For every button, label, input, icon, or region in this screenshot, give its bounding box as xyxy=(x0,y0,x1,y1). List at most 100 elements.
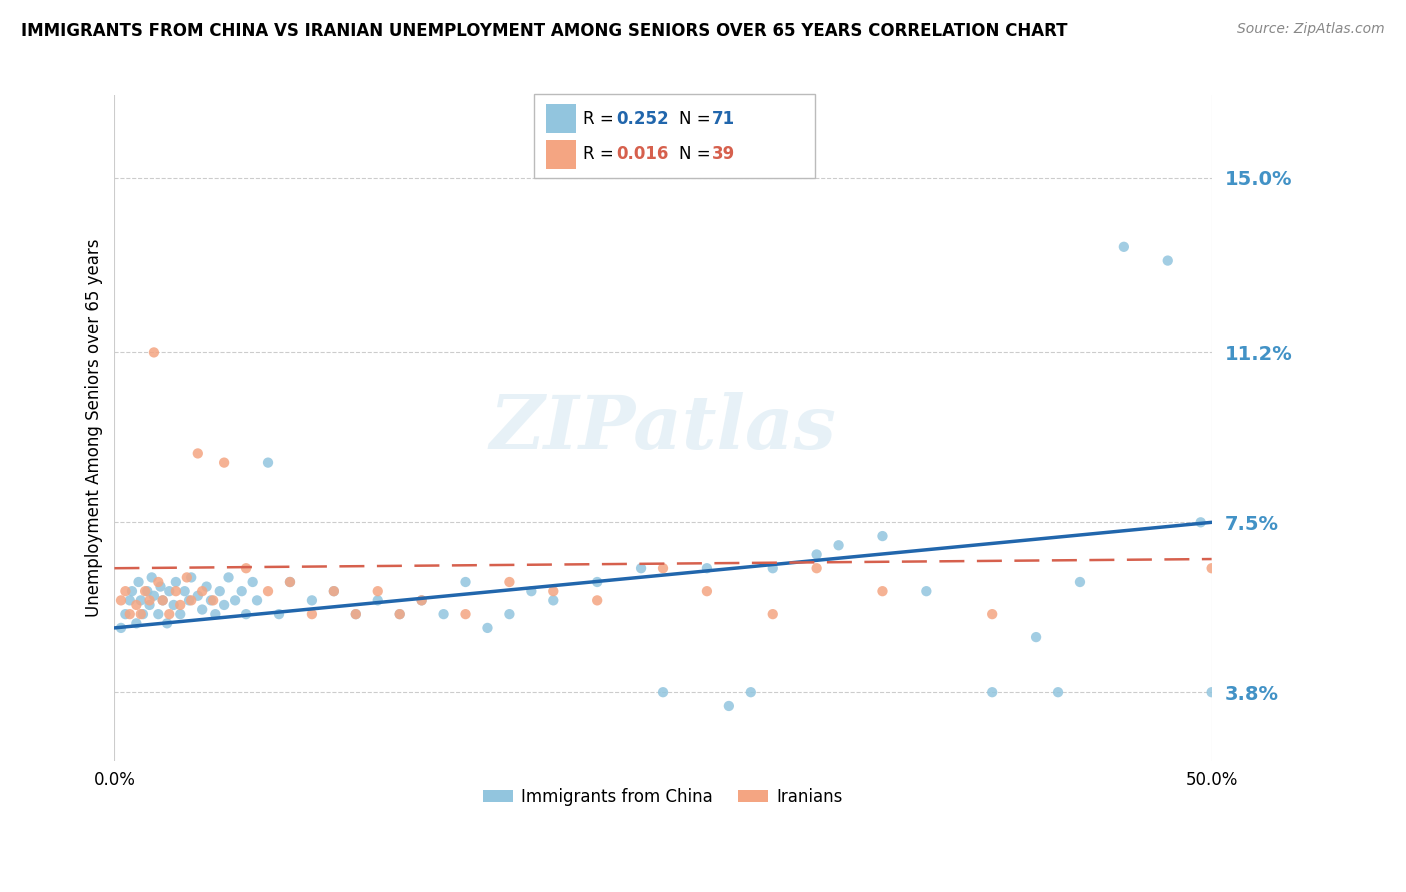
Text: Source: ZipAtlas.com: Source: ZipAtlas.com xyxy=(1237,22,1385,37)
Point xyxy=(454,607,477,622)
Point xyxy=(176,570,198,584)
Point xyxy=(411,593,433,607)
Point xyxy=(1047,685,1070,699)
Point xyxy=(1069,574,1091,589)
Point xyxy=(278,574,301,589)
Point xyxy=(872,529,894,543)
Point xyxy=(231,584,253,599)
Point xyxy=(138,598,160,612)
Point xyxy=(152,593,174,607)
Point xyxy=(129,607,152,622)
Point xyxy=(165,584,187,599)
Point xyxy=(114,584,136,599)
Text: ZIPatlas: ZIPatlas xyxy=(489,392,837,465)
Point xyxy=(762,607,785,622)
Point xyxy=(134,584,156,599)
Point xyxy=(388,607,411,622)
Point xyxy=(177,593,200,607)
Point xyxy=(187,446,209,460)
Point xyxy=(212,456,235,470)
Point xyxy=(138,593,160,607)
Point xyxy=(165,574,187,589)
Point xyxy=(180,593,202,607)
Point xyxy=(1025,630,1047,644)
Point xyxy=(142,589,165,603)
Point xyxy=(257,584,280,599)
Point xyxy=(125,616,148,631)
Point xyxy=(301,607,323,622)
Point xyxy=(148,574,170,589)
Point xyxy=(872,584,894,599)
Point xyxy=(498,607,520,622)
Legend: Immigrants from China, Iranians: Immigrants from China, Iranians xyxy=(477,781,849,813)
Point xyxy=(915,584,938,599)
Point xyxy=(156,616,179,631)
Text: N =: N = xyxy=(679,110,716,128)
Text: N =: N = xyxy=(679,145,716,163)
Point xyxy=(118,607,141,622)
Point xyxy=(367,584,389,599)
Text: 0.016: 0.016 xyxy=(616,145,668,163)
Point xyxy=(218,570,240,584)
Point xyxy=(114,607,136,622)
Point xyxy=(202,593,225,607)
Point xyxy=(267,607,290,622)
Point xyxy=(454,574,477,589)
Text: 0.252: 0.252 xyxy=(616,110,668,128)
Point xyxy=(1201,561,1223,575)
Point xyxy=(322,584,344,599)
Point xyxy=(180,570,202,584)
Point xyxy=(367,593,389,607)
Point xyxy=(344,607,367,622)
Point xyxy=(173,584,195,599)
Y-axis label: Unemployment Among Seniors over 65 years: Unemployment Among Seniors over 65 years xyxy=(86,239,103,617)
Point xyxy=(148,607,170,622)
Point xyxy=(301,593,323,607)
Point xyxy=(498,574,520,589)
Point xyxy=(652,561,675,575)
Point xyxy=(187,589,209,603)
Point xyxy=(128,574,150,589)
Point xyxy=(257,456,280,470)
Point xyxy=(118,593,141,607)
Point xyxy=(169,598,191,612)
Point xyxy=(157,584,180,599)
Text: IMMIGRANTS FROM CHINA VS IRANIAN UNEMPLOYMENT AMONG SENIORS OVER 65 YEARS CORREL: IMMIGRANTS FROM CHINA VS IRANIAN UNEMPLO… xyxy=(21,22,1067,40)
Point xyxy=(125,598,148,612)
Point xyxy=(806,548,828,562)
Point xyxy=(1201,685,1223,699)
Point xyxy=(163,598,186,612)
Point xyxy=(696,584,718,599)
Text: 39: 39 xyxy=(711,145,735,163)
Point xyxy=(630,561,652,575)
Point xyxy=(520,584,543,599)
Point xyxy=(543,584,565,599)
Point xyxy=(110,621,132,635)
Point xyxy=(224,593,246,607)
Point xyxy=(204,607,226,622)
Point xyxy=(246,593,269,607)
Point xyxy=(477,621,499,635)
Point xyxy=(235,607,257,622)
Point xyxy=(696,561,718,575)
Point xyxy=(195,580,218,594)
Point xyxy=(136,584,159,599)
Point xyxy=(762,561,785,575)
Point xyxy=(543,593,565,607)
Point xyxy=(411,593,433,607)
Point xyxy=(149,580,172,594)
Point xyxy=(191,584,214,599)
Point xyxy=(242,574,264,589)
Point xyxy=(129,593,152,607)
Point xyxy=(586,574,609,589)
Point xyxy=(344,607,367,622)
Point xyxy=(717,698,740,713)
Point xyxy=(235,561,257,575)
Point xyxy=(212,598,235,612)
Point xyxy=(191,602,214,616)
Point xyxy=(388,607,411,622)
Point xyxy=(110,593,132,607)
Point xyxy=(1112,240,1135,254)
Text: R =: R = xyxy=(583,110,620,128)
Point xyxy=(142,345,165,359)
